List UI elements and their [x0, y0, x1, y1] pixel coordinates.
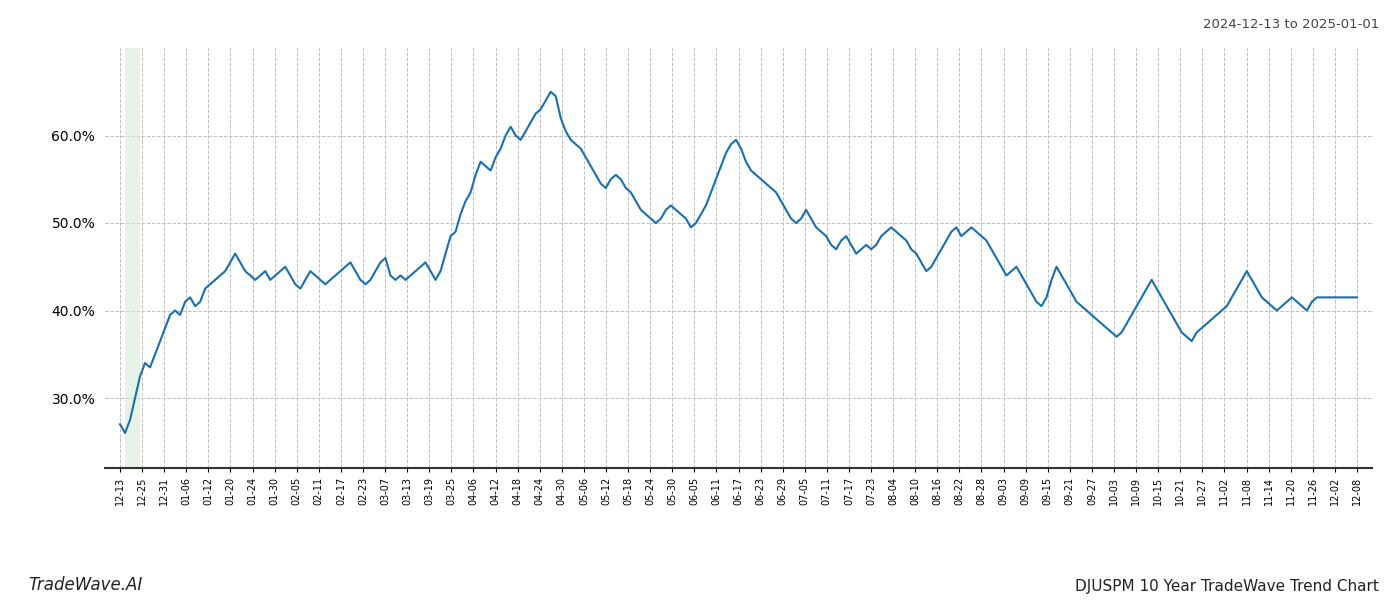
Text: DJUSPM 10 Year TradeWave Trend Chart: DJUSPM 10 Year TradeWave Trend Chart [1075, 579, 1379, 594]
Bar [125, 48, 140, 468]
Text: TradeWave.AI: TradeWave.AI [28, 576, 143, 594]
Text: 2024-12-13 to 2025-01-01: 2024-12-13 to 2025-01-01 [1203, 18, 1379, 31]
